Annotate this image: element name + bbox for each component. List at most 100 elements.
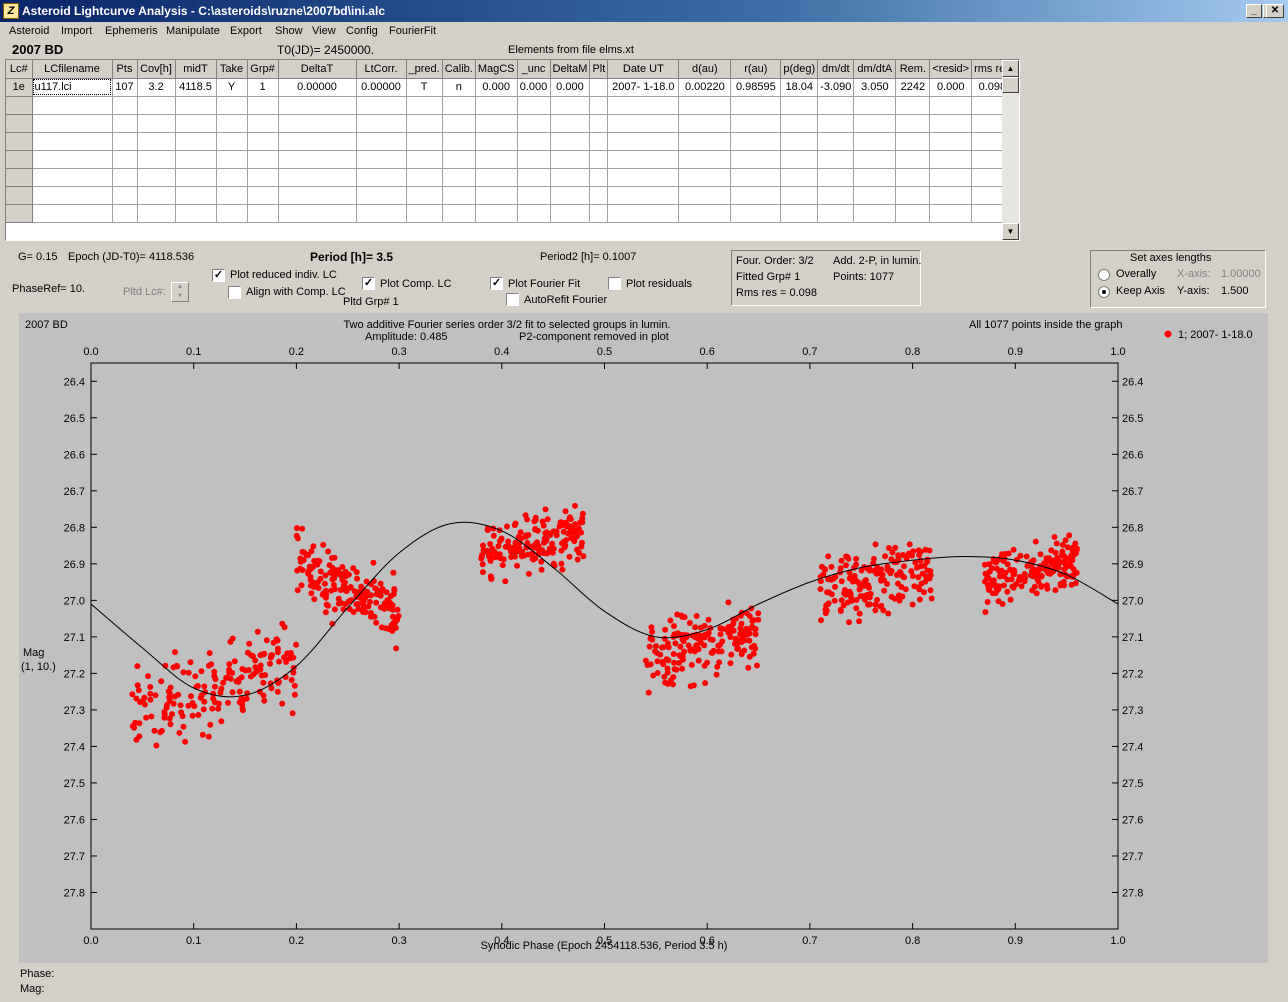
table-cell[interactable] xyxy=(730,132,782,151)
table-cell[interactable] xyxy=(817,168,855,187)
table-cell[interactable] xyxy=(589,186,609,205)
table-cell[interactable] xyxy=(780,186,819,205)
table-cell[interactable]: 107 xyxy=(112,78,138,97)
table-cell[interactable] xyxy=(550,114,591,133)
table-cell[interactable] xyxy=(550,96,591,115)
table-cell[interactable] xyxy=(278,168,357,187)
column-header[interactable]: midT xyxy=(175,60,217,79)
row-header[interactable] xyxy=(6,150,33,169)
table-cell[interactable] xyxy=(589,114,609,133)
table-cell[interactable]: 0.000 xyxy=(475,78,518,97)
table-cell[interactable] xyxy=(137,186,176,205)
table-cell[interactable]: 0.00000 xyxy=(278,78,357,97)
table-cell[interactable] xyxy=(112,114,138,133)
menu-config[interactable]: Config xyxy=(346,25,378,37)
table-cell[interactable] xyxy=(175,204,217,223)
table-cell[interactable] xyxy=(853,186,897,205)
table-cell[interactable] xyxy=(112,150,138,169)
column-header[interactable]: Take xyxy=(216,60,248,79)
table-cell[interactable] xyxy=(895,168,931,187)
column-header[interactable]: Grp# xyxy=(247,60,279,79)
table-cell[interactable]: n xyxy=(442,78,476,97)
table-cell[interactable] xyxy=(406,114,443,133)
table-cell[interactable] xyxy=(278,150,357,169)
column-header[interactable]: <resid> xyxy=(929,60,973,79)
table-cell[interactable] xyxy=(517,96,551,115)
phaseref-value[interactable]: PhaseRef= 10. xyxy=(12,283,86,295)
lightcurve-plot-panel[interactable]: 2007 BD Two additive Fourier series orde… xyxy=(19,313,1268,963)
column-header[interactable]: p(deg) xyxy=(780,60,819,79)
row-header[interactable] xyxy=(6,186,33,205)
table-cell[interactable] xyxy=(247,204,279,223)
table-cell[interactable]: 18.04 xyxy=(780,78,819,97)
table-cell[interactable] xyxy=(550,168,591,187)
table-cell[interactable] xyxy=(32,150,113,169)
column-header[interactable]: DeltaT xyxy=(278,60,357,79)
menu-ephemeris[interactable]: Ephemeris xyxy=(105,25,158,37)
table-cell[interactable] xyxy=(550,150,591,169)
table-row-empty[interactable] xyxy=(6,114,1014,133)
column-header[interactable]: _unc xyxy=(517,60,551,79)
table-cell[interactable] xyxy=(607,114,680,133)
table-cell[interactable] xyxy=(442,96,476,115)
table-cell[interactable] xyxy=(475,150,518,169)
table-cell[interactable] xyxy=(589,204,609,223)
table-cell[interactable] xyxy=(929,150,973,169)
table-cell[interactable] xyxy=(278,114,357,133)
column-header[interactable]: Plt xyxy=(589,60,609,79)
table-cell[interactable] xyxy=(278,204,357,223)
table-cell[interactable] xyxy=(112,168,138,187)
table-cell[interactable] xyxy=(780,204,819,223)
plot-residuals-label[interactable]: Plot residuals xyxy=(626,278,693,290)
table-cell[interactable] xyxy=(356,132,407,151)
align-comp-checkbox[interactable] xyxy=(228,286,241,299)
table-cell[interactable]: 3.2 xyxy=(137,78,176,97)
table-cell[interactable] xyxy=(678,132,732,151)
table-cell[interactable] xyxy=(730,114,782,133)
table-cell[interactable] xyxy=(216,168,248,187)
column-header[interactable]: dm/dtA xyxy=(853,60,897,79)
minimize-button[interactable]: _ xyxy=(1246,4,1262,18)
table-cell[interactable] xyxy=(247,114,279,133)
table-cell[interactable] xyxy=(475,204,518,223)
table-cell[interactable] xyxy=(853,204,897,223)
row-header[interactable] xyxy=(6,96,33,115)
table-cell[interactable] xyxy=(607,168,680,187)
plot-residuals-checkbox[interactable] xyxy=(608,277,621,290)
table-cell[interactable] xyxy=(406,168,443,187)
table-cell[interactable] xyxy=(517,168,551,187)
table-cell[interactable] xyxy=(32,168,113,187)
table-cell[interactable] xyxy=(247,132,279,151)
table-cell[interactable] xyxy=(730,168,782,187)
table-cell[interactable] xyxy=(550,204,591,223)
table-cell[interactable] xyxy=(517,150,551,169)
period2-value[interactable]: Period2 [h]= 0.1007 xyxy=(540,251,637,263)
table-cell[interactable] xyxy=(550,186,591,205)
table-cell[interactable] xyxy=(895,204,931,223)
overally-label[interactable]: Overally xyxy=(1116,268,1157,280)
table-cell[interactable]: 2242 xyxy=(895,78,931,97)
table-cell[interactable] xyxy=(32,114,113,133)
table-cell[interactable] xyxy=(356,186,407,205)
table-cell[interactable] xyxy=(247,96,279,115)
table-row-empty[interactable] xyxy=(6,186,1014,205)
menu-import[interactable]: Import xyxy=(61,25,93,37)
table-cell[interactable] xyxy=(853,96,897,115)
menu-fourierfit[interactable]: FourierFit xyxy=(389,25,437,37)
table-cell[interactable] xyxy=(895,186,931,205)
column-header[interactable]: _pred. xyxy=(406,60,443,79)
menu-view[interactable]: View xyxy=(312,25,336,37)
table-cell[interactable] xyxy=(780,168,819,187)
lightcurve-plot[interactable]: 2007 BD Two additive Fourier series orde… xyxy=(19,313,1268,963)
table-cell[interactable] xyxy=(406,204,443,223)
scroll-up-arrow-icon[interactable]: ▲ xyxy=(1002,60,1019,77)
table-cell[interactable] xyxy=(137,96,176,115)
table-cell[interactable] xyxy=(817,204,855,223)
table-cell[interactable] xyxy=(175,96,217,115)
table-cell[interactable] xyxy=(853,132,897,151)
close-button[interactable]: ✕ xyxy=(1266,4,1284,18)
table-cell[interactable]: Y xyxy=(216,78,248,97)
table-cell[interactable] xyxy=(442,186,476,205)
table-cell[interactable] xyxy=(929,204,973,223)
table-cell[interactable] xyxy=(216,204,248,223)
